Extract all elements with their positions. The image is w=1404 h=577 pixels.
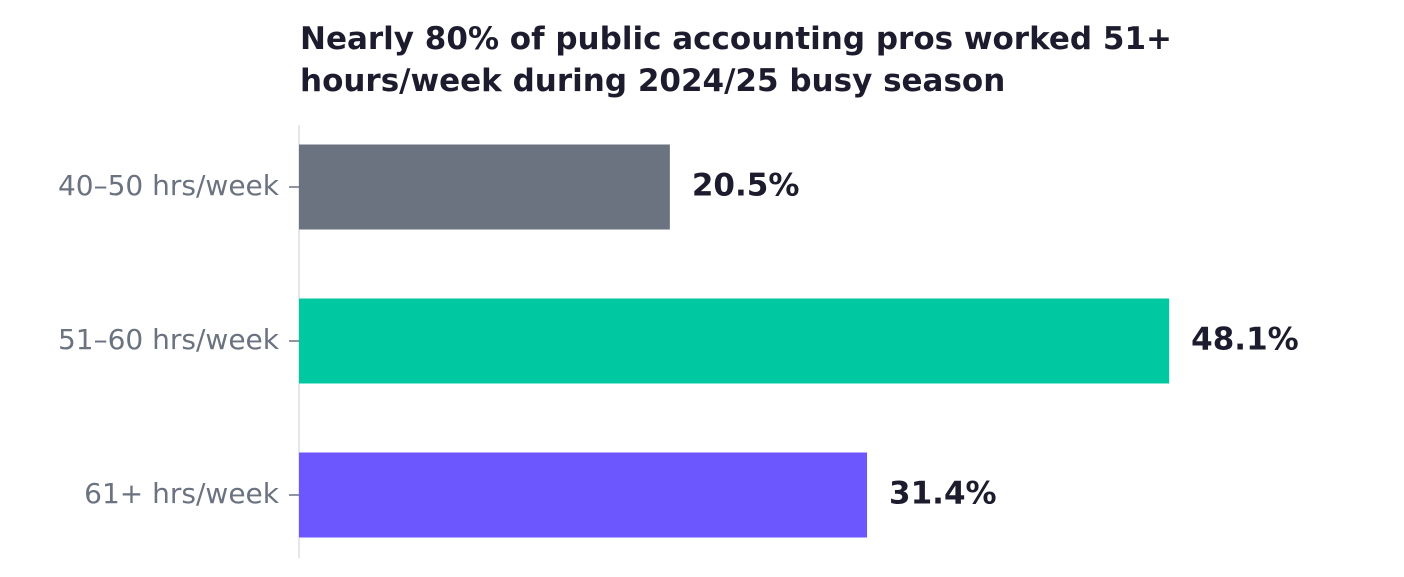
bar — [299, 144, 670, 230]
y-tick-label: 51–60 hrs/week — [58, 323, 280, 356]
y-tick-label: 40–50 hrs/week — [58, 169, 280, 202]
bar — [299, 298, 1170, 384]
chart-title: Nearly 80% of public accounting pros wor… — [300, 21, 1172, 99]
value-label: 48.1% — [1191, 322, 1299, 358]
y-tick-label: 61+ hrs/week — [84, 477, 280, 510]
value-label: 31.4% — [889, 476, 997, 512]
bar — [299, 452, 868, 538]
value-label: 20.5% — [692, 168, 800, 204]
